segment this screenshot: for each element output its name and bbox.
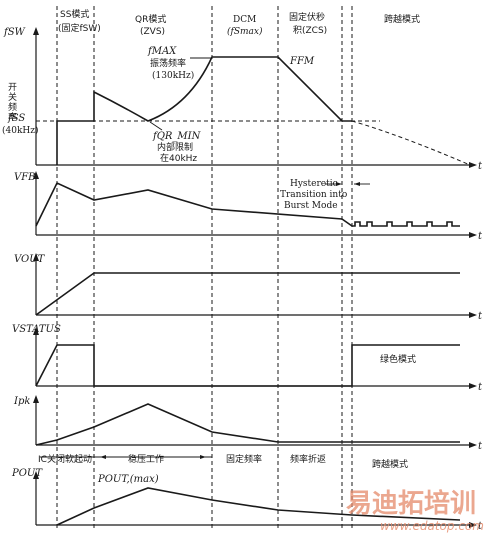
panel6-t: t xyxy=(478,521,483,532)
header-volt-sec-zcs: 积(ZCS) xyxy=(293,24,327,36)
panel1-fmax-cn: 振荡频率 xyxy=(150,57,186,69)
panel1-ylabel-cn-2: 关 xyxy=(8,91,17,103)
panel5-phase-fold: 频率折返 xyxy=(290,453,326,465)
panel2-hyst2: Transition into xyxy=(280,190,347,200)
watermark: 易迪拓培训 www.edatop.com xyxy=(346,489,484,533)
panel1-ylabel-cn-1: 开 xyxy=(8,82,17,93)
panel5-ylabel: Ipk xyxy=(13,396,30,407)
panel5-phase-reg: 稳压工作 xyxy=(128,453,164,465)
panel-vfb: VFB Hysteretic Transition into Burst Mod… xyxy=(14,171,483,242)
header-ss-mode: SS模式 xyxy=(60,8,89,20)
panel5-phase-ic: IC关闭软起动 xyxy=(38,453,92,465)
panel5-phase-burst: 跨越模式 xyxy=(372,458,408,470)
header-dcm: DCM xyxy=(233,15,256,25)
header-qr-zvs: (ZVS) xyxy=(140,27,165,37)
watermark-brand: 易迪拓培训 xyxy=(346,489,476,519)
panel1-fqr-cn1: 内部限制 xyxy=(157,141,193,153)
panel4-green-mode: 绿色模式 xyxy=(380,353,416,365)
panel2-ylabel: VFB xyxy=(14,172,36,183)
phase-boundaries xyxy=(56,6,353,528)
panel2-t: t xyxy=(478,231,483,242)
panel1-ffm: FFM xyxy=(289,56,315,67)
header-qr-mode: QR模式 xyxy=(135,13,166,25)
panel1-fss-val: (40kHz) xyxy=(2,125,39,136)
panel6-ylabel: POUT xyxy=(11,468,43,479)
panel3-t: t xyxy=(478,311,483,322)
header-fixed-volt-sec: 固定伏秒 xyxy=(289,11,325,23)
panel1-fmax: fMAX xyxy=(147,46,177,57)
header-ss-fixed: (固定fSW) xyxy=(58,22,101,34)
panel1-fss: fSS xyxy=(7,113,25,124)
panel1-ylabel-cn-3: 频 xyxy=(8,101,17,113)
panel4-ylabel: VSTATUS xyxy=(12,324,61,335)
panel2-hyst1: Hysteretic xyxy=(290,179,338,189)
panel5-t: t xyxy=(478,441,483,452)
header-labels: SS模式 (固定fSW) QR模式 (ZVS) DCM (fSmax) 固定伏秒… xyxy=(58,8,420,37)
panel1-fqr-cn2: 在40kHz xyxy=(160,152,197,164)
panel3-ylabel: VOUT xyxy=(14,254,46,265)
panel2-hyst3: Burst Mode xyxy=(284,201,338,211)
panel-pout: POUT POUT,(max) t xyxy=(11,468,483,532)
panel1-fqr-min: fQR_MIN xyxy=(152,131,202,142)
header-burst-mode: 跨越模式 xyxy=(384,13,420,25)
panel-vstatus: VSTATUS 绿色模式 t xyxy=(12,324,483,393)
panel1-ylabel: fSW xyxy=(3,27,26,38)
panel4-t: t xyxy=(478,382,483,393)
panel1-fmax-val: (130kHz) xyxy=(152,70,194,81)
panel6-pmax: POUT,(max) xyxy=(97,474,159,485)
panel1-t: t xyxy=(478,161,483,172)
panel5-phase-fixed: 固定频率 xyxy=(226,453,262,465)
panel-vout: VOUT t xyxy=(14,253,483,322)
header-dcm-sub: (fSmax) xyxy=(227,26,263,37)
panel-fsw: fSW 开 关 频 率 fSS (40kHz) fMAX 振荡频率 (130kH… xyxy=(2,27,483,172)
watermark-url: www.edatop.com xyxy=(380,519,484,533)
panel-ipk: Ipk t IC关闭软起动 稳压工作 固定频率 频率折返 跨越模式 xyxy=(13,395,483,470)
panel1-ylabel-cn-4: 率 xyxy=(8,111,17,123)
